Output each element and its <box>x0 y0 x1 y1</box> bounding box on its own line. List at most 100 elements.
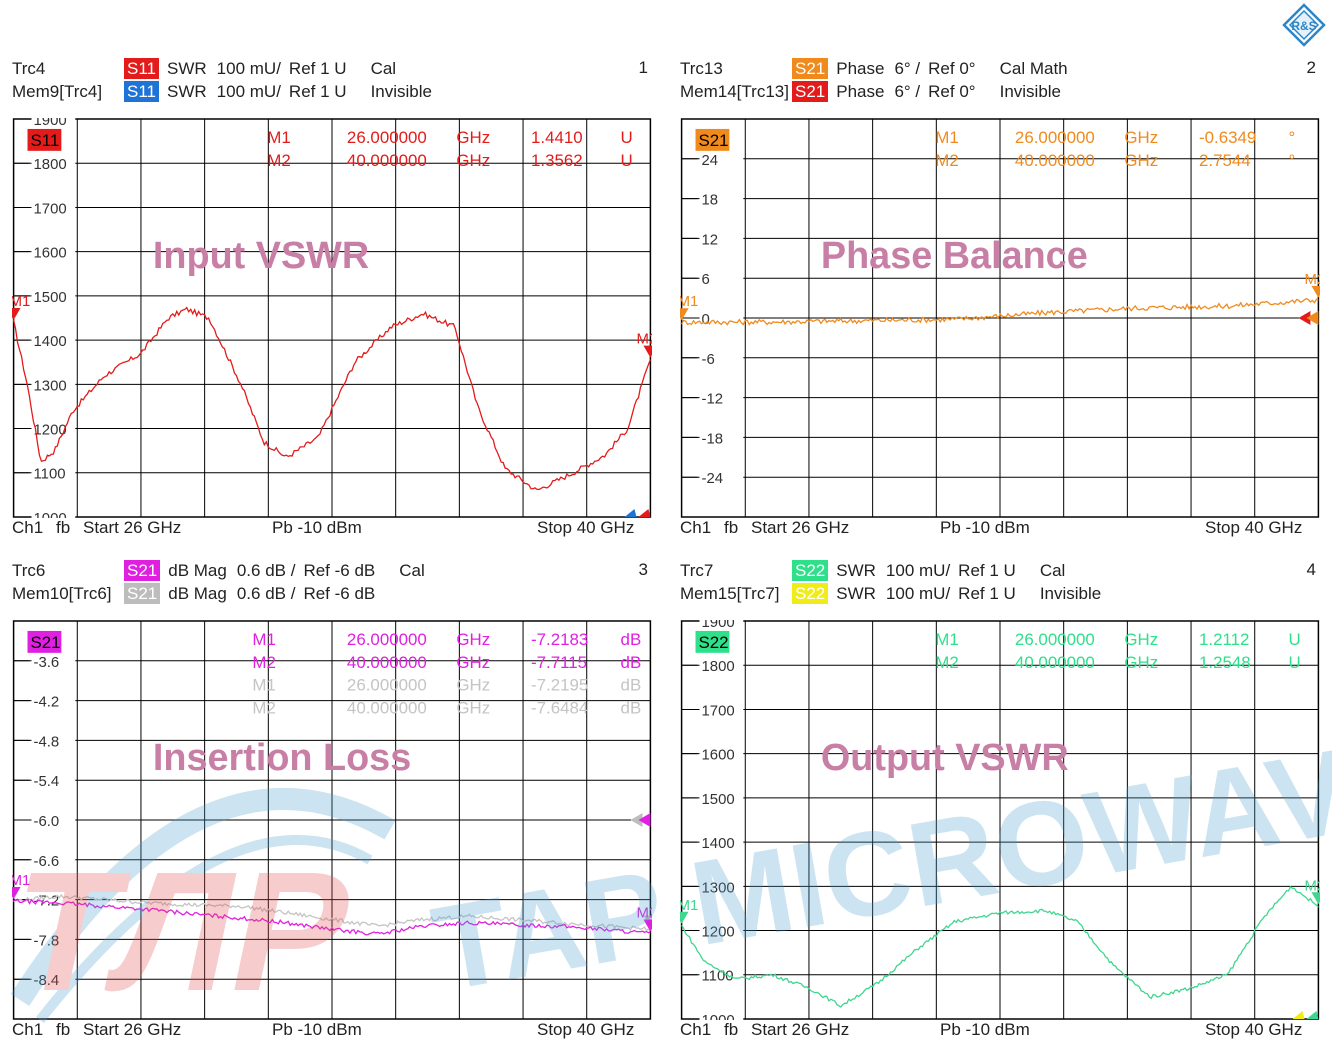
footer-ch: Ch1 <box>12 1020 44 1039</box>
marker-value: 1.4410 <box>531 128 583 147</box>
y-tick-label: 1600 <box>701 747 734 764</box>
footer-stop: Stop 40 GHz <box>537 1020 635 1039</box>
marker-m1-triangle[interactable] <box>12 886 21 899</box>
trace-format: dB Mag <box>168 561 227 580</box>
marker-unit: GHz <box>456 128 490 147</box>
marker-m2-triangle[interactable] <box>1311 892 1320 905</box>
marker-m1-triangle[interactable] <box>680 308 689 321</box>
trace-line-2 <box>13 898 651 936</box>
y-tick-label: 1200 <box>701 924 734 941</box>
reference-arrow-memory <box>1298 311 1311 325</box>
marker-unit: GHz <box>1124 128 1158 147</box>
trace-name: Mem9[Trc4] <box>12 82 103 101</box>
y-tick-label: 1400 <box>33 333 66 350</box>
y-tick-label-bg <box>31 199 76 216</box>
y-tick-label-bg <box>699 469 744 486</box>
y-tick-label: 1700 <box>33 200 66 217</box>
y-tick-label-bg <box>31 287 76 304</box>
marker-m2-label: M2 <box>636 905 652 922</box>
y-tick-label-bg <box>699 190 744 207</box>
y-tick-label: 1000 <box>701 1012 734 1020</box>
marker-vunit: U <box>621 151 633 170</box>
y-tick-label-bg <box>31 509 76 518</box>
marker-freq: 26.000000 <box>1015 128 1095 147</box>
y-tick-label-bg <box>699 701 744 718</box>
trace-tag: Invisible <box>999 82 1062 101</box>
trace-line-1 <box>12 306 652 491</box>
trace-scale: 0.6 dB / <box>236 561 296 580</box>
reference-arrow-memory <box>624 509 637 518</box>
marker-name: M2 <box>252 653 276 672</box>
marker-name: M1 <box>252 676 276 695</box>
trace-badge: S22 <box>792 560 829 581</box>
y-tick-label-bg <box>699 1011 744 1020</box>
marker-m2-triangle[interactable] <box>1311 285 1320 298</box>
trace-name: Trc7 <box>680 561 714 580</box>
panel-number: 4 <box>1306 560 1316 579</box>
trace-reference: Ref 0° <box>928 59 976 78</box>
y-tick-label: -5.4 <box>33 773 59 790</box>
footer-start: Start 26 GHz <box>83 518 182 537</box>
marker-unit: GHz <box>456 151 490 170</box>
marker-freq: 26.000000 <box>347 676 427 695</box>
marker-vunit: U <box>1289 630 1301 649</box>
y-tick-label-bg <box>31 376 76 393</box>
footer-fb: fb <box>56 1020 71 1039</box>
y-tick-label: 1300 <box>701 879 734 896</box>
vna-panel-4[interactable]: Trc7 S22 SWR 100 mU/Ref 1 U Cal Mem15[Trc7] S2… <box>668 560 1320 1060</box>
plot-trace-badge: S21 <box>31 633 61 652</box>
rohde-schwarz-logo-icon: R&S <box>1282 3 1326 47</box>
trace-header-row: Mem9[Trc4] S11 SWR 100 mU/Ref 1 U Invisible <box>12 81 432 103</box>
y-tick-label-bg <box>699 878 744 895</box>
trace-reference: Ref 1 U <box>958 584 1016 603</box>
vna-panel-1[interactable]: Trc4 S11 SWR 100 mU/Ref 1 U Cal Mem9[Trc4] S11… <box>0 58 652 558</box>
marker-unit: GHz <box>1124 653 1158 672</box>
marker-name: M1 <box>267 128 291 147</box>
y-tick-label-bg <box>699 150 744 167</box>
marker-m1-triangle[interactable] <box>680 911 689 924</box>
trace-line-1 <box>681 885 1319 1008</box>
chart-title: Output VSWR <box>821 737 1069 779</box>
trace-header-row: Trc4 S11 SWR 100 mU/Ref 1 U Cal <box>12 58 396 80</box>
y-tick-label-bg <box>699 834 744 851</box>
trace-format: SWR <box>167 82 207 101</box>
plot-trace-badge-bg <box>27 630 62 653</box>
y-tick-label-bg <box>699 389 744 406</box>
y-tick-label: 1800 <box>33 156 66 173</box>
y-tick-label: 1000 <box>33 510 66 518</box>
vna-panel-3[interactable]: Trc6 S21 dB Mag 0.6 dB / Ref -6 dB Cal Mem10[T… <box>0 560 652 1060</box>
trace-scale: 6° / <box>894 82 921 101</box>
trace-tag: Cal <box>399 561 425 580</box>
y-tick-label: -4.2 <box>33 694 59 711</box>
trace-badge: S21 <box>124 583 161 604</box>
vna-panel-2[interactable]: Trc13 S21 Phase 6° / Ref 0° Cal Math Mem14[Trc… <box>668 58 1320 558</box>
trace-header-row: Mem10[Trc6] S21 dB Mag 0.6 dB / Ref -6 dB <box>12 583 399 605</box>
y-tick-label-bg <box>699 745 744 762</box>
marker-vunit: U <box>621 128 633 147</box>
reference-arrow-trace <box>638 813 651 827</box>
panel-number: 3 <box>638 560 648 579</box>
marker-vunit: dB <box>621 699 642 718</box>
y-tick-label: 1300 <box>33 377 66 394</box>
marker-m2-triangle[interactable] <box>643 345 652 358</box>
y-tick-label-bg <box>31 812 76 828</box>
marker-m2-triangle[interactable] <box>643 919 652 932</box>
y-tick-label: 1500 <box>33 289 66 306</box>
marker-freq: 26.000000 <box>347 630 427 649</box>
trace-line-1 <box>681 297 1319 326</box>
y-tick-label: -4.8 <box>33 733 59 750</box>
y-tick-label: -3.6 <box>33 654 59 671</box>
trace-badge: S11 <box>124 81 159 102</box>
trace-tag: Cal <box>370 59 397 78</box>
marker-m1-triangle[interactable] <box>12 308 21 320</box>
y-tick-label-bg <box>699 620 744 629</box>
plot-area: 24 18 12 6 0 -6 -12 -18 -24 S21 M1 26.000000 GHz -0.6… <box>680 118 1320 518</box>
trace-reference: Ref -6 dB <box>303 561 376 580</box>
footer-ch: Ch1 <box>12 518 44 537</box>
trace-tag: Cal Math <box>999 59 1068 78</box>
footer-pb: Pb -10 dBm <box>272 518 362 537</box>
trace-name: Mem15[Trc7] <box>680 584 780 603</box>
footer-pb: Pb -10 dBm <box>940 518 1030 537</box>
y-tick-label: -12 <box>701 391 723 408</box>
